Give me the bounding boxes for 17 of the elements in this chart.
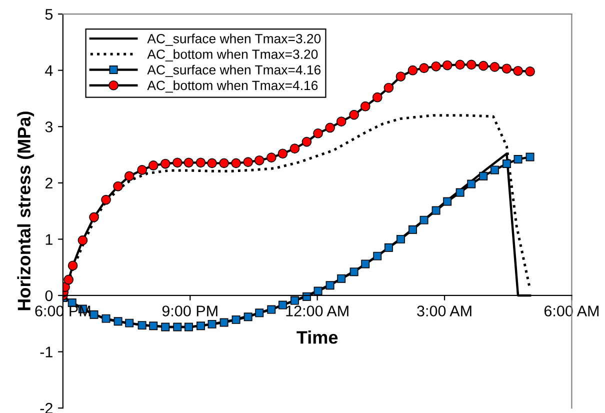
y-tick-label: -1 [40,346,52,358]
y-tick-label: 3 [45,121,53,132]
y-tick-label: 0 [45,290,53,302]
y-tick-label: 5 [45,9,53,20]
legend-label: AC_surface when Tmax=3.20 [147,34,321,46]
legend-label: AC_bottom when Tmax=3.20 [147,49,318,62]
y-tick-label: 1 [46,234,52,245]
y-tick-label: 2 [45,178,52,188]
x-tick-label: 9:00 PM [162,306,218,316]
legend-label: AC_bottom when Tmax=4.16 [147,80,318,93]
legend-label: AC_surface when Tmax=4.16 [147,64,321,78]
x-axis-title: Time [296,330,338,344]
x-tick-label: 3:00 AM [417,306,472,316]
y-tick-label: 4 [45,65,53,76]
x-tick-label: 12:00 AM [286,306,348,316]
x-tick-label: 6:00 AM [544,306,598,316]
y-axis-title: Horizontal stress (MPa) [17,112,34,310]
